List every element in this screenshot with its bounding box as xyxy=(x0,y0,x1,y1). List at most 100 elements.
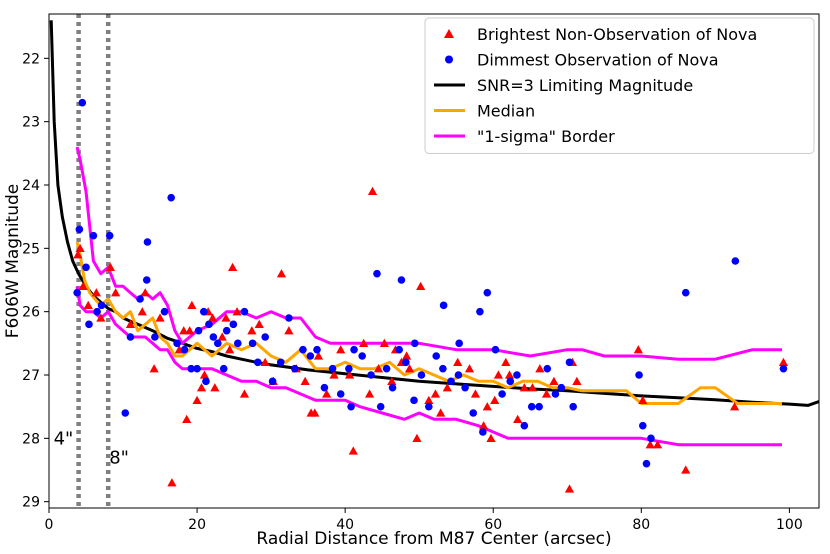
triangle-point xyxy=(105,262,116,272)
legend-label: SNR=3 Limiting Magnitude xyxy=(477,76,693,95)
plot-content xyxy=(49,14,819,508)
y-tick-label: 27 xyxy=(22,368,40,384)
triangle-point xyxy=(416,281,426,291)
triangle-point xyxy=(125,319,136,329)
circle-point xyxy=(479,428,487,436)
circle-point xyxy=(647,434,655,443)
triangle-point xyxy=(276,269,287,278)
circle-point xyxy=(527,402,536,411)
circle-point xyxy=(447,377,455,386)
triangle-point xyxy=(167,478,177,487)
circle-point xyxy=(476,307,484,316)
legend-label: Dimmest Observation of Nova xyxy=(477,51,719,70)
circle-point xyxy=(160,307,169,316)
x-axis-title: Radial Distance from M87 Center (arcsec) xyxy=(256,529,611,549)
circle-point xyxy=(173,339,181,348)
circle-point xyxy=(233,339,242,348)
triangle-point xyxy=(192,395,202,405)
triangle-point xyxy=(541,389,552,398)
line-1-sigma-border-lower xyxy=(75,286,782,447)
circle-point xyxy=(513,371,521,379)
triangle-point xyxy=(199,370,210,379)
circle-point xyxy=(229,320,238,329)
circle-point xyxy=(491,345,500,354)
triangle-point xyxy=(442,383,452,392)
annotation-label: 4" xyxy=(54,428,74,449)
circle-point xyxy=(506,377,515,386)
circle-point xyxy=(202,377,210,386)
triangle-point xyxy=(313,351,324,360)
triangle-point xyxy=(638,395,648,405)
legend: Brightest Non-Observation of Nova Dimmest… xyxy=(424,17,815,154)
triangle-point xyxy=(225,345,235,354)
triangle-point xyxy=(322,389,332,398)
circle-point xyxy=(432,352,441,360)
circle-point xyxy=(276,358,285,367)
triangle-point xyxy=(519,383,529,392)
circle-point xyxy=(261,333,269,341)
triangle-point xyxy=(633,345,643,354)
circle-point xyxy=(498,390,506,398)
legend-label: Brightest Non-Observation of Nova xyxy=(477,25,757,44)
triangle-point xyxy=(221,313,231,322)
triangle-point xyxy=(260,357,270,367)
circle-point xyxy=(417,371,426,379)
circle-point xyxy=(299,345,307,354)
circle-point xyxy=(121,409,130,417)
triangle-point xyxy=(78,281,88,291)
triangle-point xyxy=(348,446,358,455)
circle-point xyxy=(569,402,577,411)
circle-point xyxy=(97,301,106,310)
triangle-point xyxy=(453,357,463,367)
triangle-point xyxy=(96,313,106,322)
triangle-point xyxy=(310,408,320,417)
circle-point xyxy=(126,333,135,341)
triangle-point xyxy=(239,389,250,398)
x-tick-label: 80 xyxy=(632,517,650,533)
circle-point xyxy=(285,314,293,322)
circle-point xyxy=(635,371,643,379)
legend-triangle-swatch xyxy=(444,29,454,38)
triangle-point xyxy=(486,433,496,443)
triangle-point xyxy=(208,313,218,322)
x-tick-label: 100 xyxy=(776,517,803,533)
circle-point xyxy=(73,288,81,297)
circle-point xyxy=(89,231,98,240)
triangle-point xyxy=(232,307,242,316)
circle-point xyxy=(105,231,114,240)
circle-point xyxy=(397,276,406,284)
circle-point xyxy=(543,364,552,373)
circle-point xyxy=(136,295,144,303)
triangle-point xyxy=(404,364,415,373)
circle-point xyxy=(143,238,152,246)
circle-point xyxy=(345,364,353,373)
triangle-point xyxy=(284,326,294,335)
circle-point xyxy=(410,396,418,405)
y-tick-label: 28 xyxy=(22,431,40,447)
triangle-point xyxy=(137,307,147,316)
circle-point xyxy=(376,402,385,411)
circle-point xyxy=(681,288,690,297)
circle-point xyxy=(461,383,469,392)
triangle-point xyxy=(182,414,192,424)
triangle-point xyxy=(513,414,523,424)
triangle-point xyxy=(91,288,101,297)
x-tick-label: 0 xyxy=(45,517,54,533)
circle-point xyxy=(328,364,337,373)
triangle-point xyxy=(424,395,434,405)
circle-point xyxy=(382,364,391,373)
circle-point xyxy=(240,307,249,316)
legend-circle-swatch xyxy=(445,55,453,64)
triangle-point xyxy=(149,364,159,373)
circle-point xyxy=(439,301,448,310)
axes: 0 20 40 60 80 100 22 23 24 25 26 27 28 29 4" 8" xyxy=(22,13,820,533)
line-snr-3-limiting-magnitude xyxy=(49,20,819,407)
triangle-point xyxy=(652,440,663,449)
circle-point xyxy=(142,276,151,284)
circle-point xyxy=(199,307,208,316)
triangle-point xyxy=(479,421,489,430)
triangle-point xyxy=(387,376,397,386)
circle-point xyxy=(455,339,463,348)
x-tick-label: 60 xyxy=(484,517,502,533)
